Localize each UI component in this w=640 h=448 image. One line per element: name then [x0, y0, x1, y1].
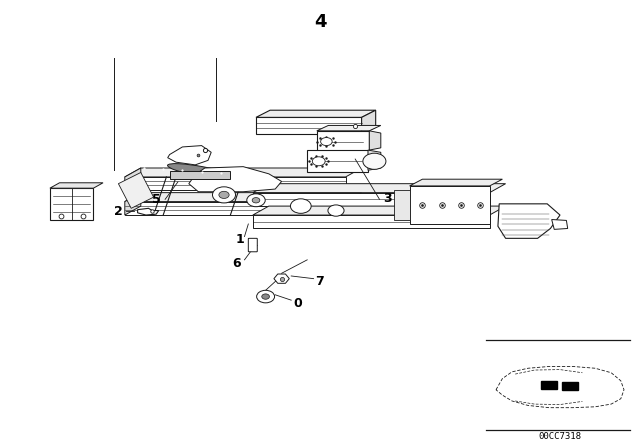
- Polygon shape: [253, 215, 490, 228]
- Circle shape: [257, 290, 275, 303]
- Text: 3: 3: [383, 191, 392, 205]
- Polygon shape: [125, 168, 141, 190]
- Circle shape: [291, 199, 311, 213]
- Polygon shape: [189, 167, 282, 192]
- Text: 6: 6: [232, 257, 241, 270]
- Polygon shape: [170, 171, 230, 179]
- Text: 2: 2: [114, 205, 123, 218]
- Circle shape: [262, 294, 269, 299]
- Circle shape: [363, 153, 386, 169]
- Circle shape: [247, 194, 265, 207]
- Polygon shape: [368, 150, 381, 170]
- Circle shape: [312, 157, 325, 166]
- Polygon shape: [410, 186, 490, 224]
- Circle shape: [321, 138, 332, 146]
- Polygon shape: [498, 204, 560, 238]
- Text: 7: 7: [316, 275, 324, 288]
- Circle shape: [219, 191, 229, 198]
- Polygon shape: [118, 172, 154, 208]
- Polygon shape: [125, 202, 346, 215]
- Polygon shape: [125, 193, 141, 215]
- Polygon shape: [362, 110, 376, 134]
- Polygon shape: [50, 188, 93, 220]
- Polygon shape: [394, 190, 410, 220]
- Polygon shape: [50, 183, 103, 188]
- Polygon shape: [125, 168, 362, 177]
- Polygon shape: [125, 177, 346, 190]
- Text: 4: 4: [314, 13, 326, 31]
- Text: 00CC7318: 00CC7318: [538, 432, 582, 441]
- Polygon shape: [256, 117, 362, 134]
- Polygon shape: [307, 150, 368, 172]
- Circle shape: [252, 198, 260, 203]
- Polygon shape: [274, 274, 289, 283]
- Polygon shape: [138, 208, 159, 215]
- Text: 1: 1: [236, 233, 244, 246]
- Polygon shape: [410, 179, 502, 186]
- FancyBboxPatch shape: [248, 238, 257, 252]
- Polygon shape: [369, 131, 381, 150]
- Polygon shape: [125, 193, 362, 202]
- Circle shape: [328, 205, 344, 216]
- Polygon shape: [317, 125, 381, 131]
- Polygon shape: [317, 131, 369, 152]
- Polygon shape: [552, 220, 568, 229]
- Polygon shape: [253, 193, 490, 206]
- Ellipse shape: [168, 164, 236, 180]
- Polygon shape: [253, 184, 506, 193]
- Polygon shape: [253, 206, 506, 215]
- Circle shape: [212, 187, 236, 203]
- Polygon shape: [562, 382, 578, 390]
- Polygon shape: [256, 110, 376, 117]
- Text: 5: 5: [152, 193, 161, 206]
- Polygon shape: [541, 381, 557, 389]
- Polygon shape: [168, 146, 211, 165]
- Text: 0: 0: [293, 297, 302, 310]
